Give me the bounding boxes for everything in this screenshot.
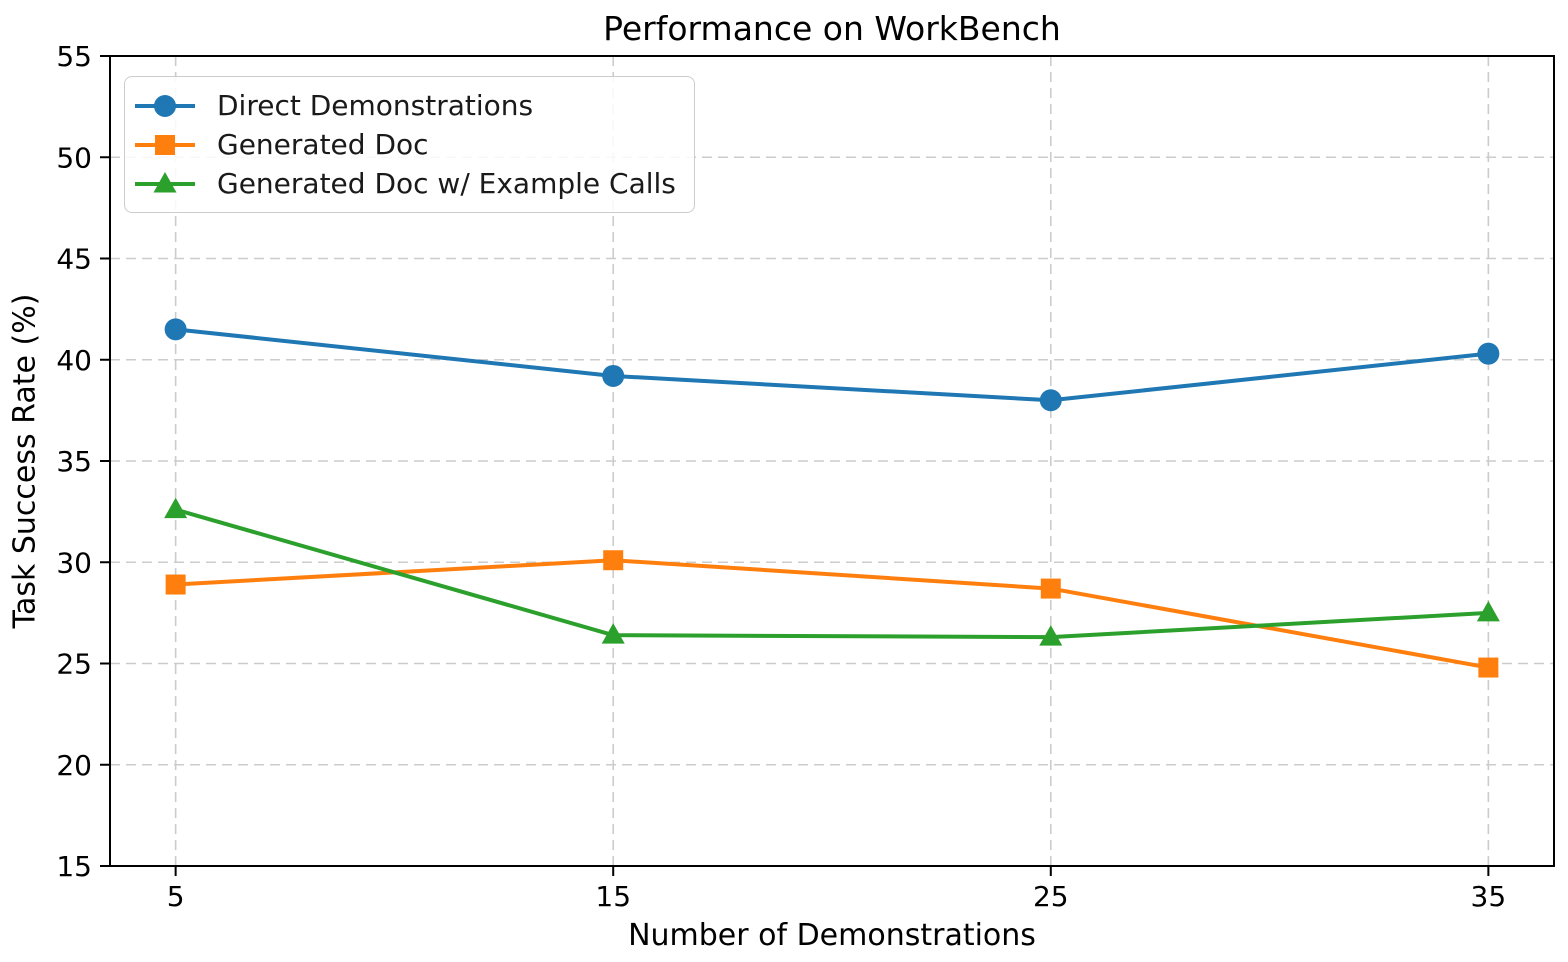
legend-label: Generated Doc (217, 128, 429, 161)
series-direct-demonstrations (164, 318, 1500, 412)
y-tick-label-35: 35 (56, 445, 92, 478)
y-tick-label-25: 25 (56, 648, 92, 681)
x-axis-label: Number of Demonstrations (628, 918, 1036, 953)
legend-marker-triangle (153, 171, 177, 192)
line-direct-demonstrations (175, 327, 1489, 403)
marker-generated-doc-0 (165, 574, 186, 595)
y-tick-label-20: 20 (56, 749, 92, 782)
x-tick-label-35: 35 (1471, 880, 1507, 913)
marker-direct-demonstrations-1 (602, 364, 625, 387)
y-tick-label-50: 50 (56, 141, 92, 174)
line-generated-doc (175, 558, 1489, 670)
chart-title: Performance on WorkBench (603, 9, 1061, 48)
legend-square-swatch (135, 134, 195, 155)
legend-item-direct-demonstrations: Direct Demonstrations (133, 86, 676, 125)
legend-marker-circle (154, 94, 176, 117)
x-tick-label-25: 25 (1033, 880, 1069, 913)
x-tick-label-15: 15 (595, 880, 631, 913)
x-tick-label-5: 5 (167, 880, 185, 913)
series-generated-doc-w-example-calls (164, 497, 1500, 646)
line-generated-doc-w-example-calls (175, 507, 1489, 640)
y-tick-label-40: 40 (56, 344, 92, 377)
legend-circle-swatch (135, 94, 195, 117)
marker-direct-demonstrations-3 (1477, 342, 1500, 365)
marker-direct-demonstrations-0 (164, 318, 187, 341)
marker-generated-doc-3 (1478, 657, 1499, 678)
y-tick-label-30: 30 (56, 546, 92, 579)
marker-generated-doc-1 (603, 550, 624, 571)
y-tick-label-45: 45 (56, 243, 92, 276)
legend-triangle-swatch (135, 171, 195, 192)
y-axis-label: Task Success Rate (%) (7, 293, 43, 629)
marker-generated-doc-w-example-calls-2 (1039, 625, 1063, 646)
marker-generated-doc-w-example-calls-3 (1476, 600, 1500, 622)
y-tick-label-15: 15 (56, 850, 92, 883)
marker-generated-doc-w-example-calls-1 (601, 623, 625, 644)
legend-item-generated-doc-w-example-calls: Generated Doc w/ Example Calls (133, 164, 676, 203)
tick-marks: 5 15 25 35 15 20 25 30 35 40 45 50 55 (56, 40, 1506, 913)
legend: Direct Demonstrations Generated Doc Genera… (124, 76, 695, 213)
series-generated-doc (165, 550, 1499, 678)
legend-label: Generated Doc w/ Example Calls (217, 167, 676, 200)
legend-item-generated-doc: Generated Doc (133, 125, 676, 164)
legend-marker-square (155, 134, 175, 155)
y-tick-label-55: 55 (56, 40, 92, 73)
marker-generated-doc-2 (1040, 578, 1061, 599)
marker-generated-doc-w-example-calls-0 (164, 497, 188, 519)
legend-label: Direct Demonstrations (217, 89, 534, 122)
marker-direct-demonstrations-2 (1039, 389, 1062, 412)
